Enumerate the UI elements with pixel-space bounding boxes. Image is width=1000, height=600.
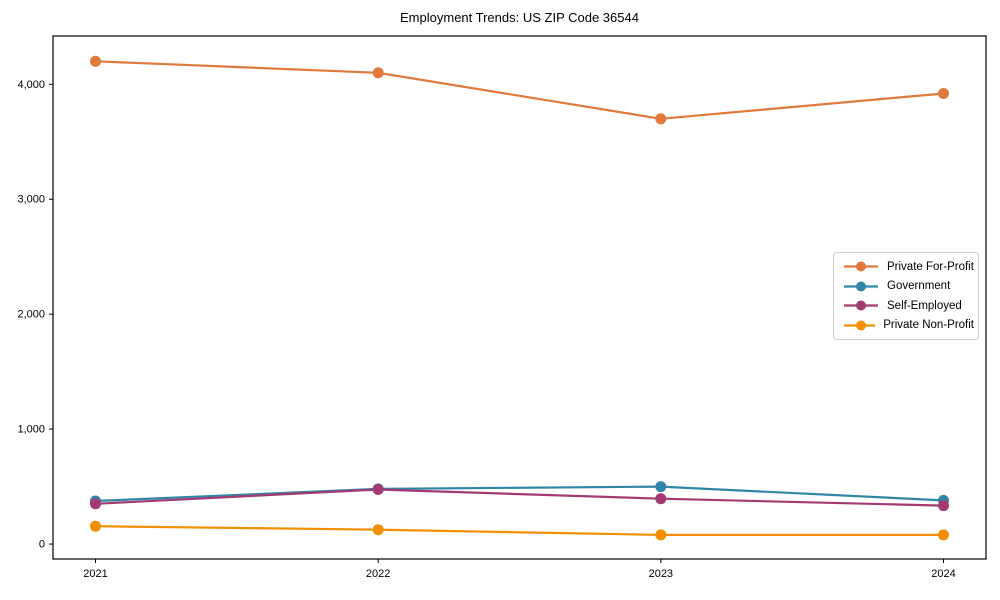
chart-title: Employment Trends: US ZIP Code 36544 [400, 10, 639, 25]
y-tick-label: 3,000 [17, 194, 45, 206]
x-tick-label: 2022 [366, 568, 390, 580]
legend-line-marker-icon [844, 281, 878, 292]
data-point-self-employed [372, 484, 384, 495]
series-line-private-non-profit [94, 525, 945, 537]
data-point-private-non-profit [655, 529, 667, 541]
x-tick-label: 2023 [649, 568, 673, 580]
legend-item-private-non-profit: Private Non-Profit [843, 319, 974, 332]
legend-label: Government [887, 280, 951, 293]
data-point-private-for-profit [655, 113, 667, 125]
x-tick-label: 2021 [83, 568, 107, 580]
legend-line-marker-icon [844, 300, 878, 311]
data-point-government [655, 481, 667, 493]
series-line-self-employed [94, 488, 945, 507]
legend-label: Private For-Profit [887, 260, 974, 273]
data-point-self-employed [90, 498, 101, 510]
series-line-private-for-profit [94, 60, 945, 120]
y-tick-label: 0 [39, 539, 45, 551]
data-point-self-employed [938, 500, 949, 512]
series-line-government [94, 485, 945, 503]
data-point-private-for-profit [372, 67, 384, 79]
legend-line-marker-icon [844, 261, 878, 272]
y-tick-label: 1,000 [17, 424, 45, 436]
data-point-private-for-profit [938, 88, 949, 99]
legend-item-government: Government [843, 280, 974, 293]
data-point-private-non-profit [938, 529, 949, 541]
data-point-private-non-profit [372, 524, 384, 536]
data-point-self-employed [655, 493, 667, 505]
legend-label: Private Non-Profit [883, 319, 974, 332]
plot-border [52, 35, 987, 560]
legend-item-private-for-profit: Private For-Profit [843, 260, 974, 273]
legend-line-marker-icon [844, 320, 876, 331]
x-tick-label: 2024 [931, 568, 955, 580]
data-point-private-non-profit [90, 520, 101, 532]
y-tick-label: 4,000 [17, 79, 45, 91]
legend: Private For-Profit Government Self-Employe… [833, 252, 979, 340]
legend-label: Self-Employed [887, 299, 962, 312]
data-point-private-for-profit [90, 55, 101, 67]
y-tick-label: 2,000 [17, 309, 45, 321]
legend-item-self-employed: Self-Employed [843, 299, 974, 312]
